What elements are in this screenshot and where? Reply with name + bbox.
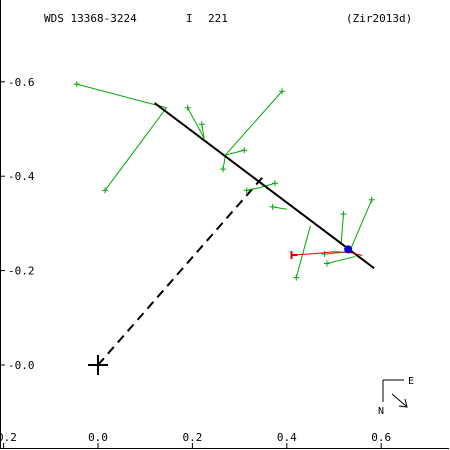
orbit-reference: (Zir2013d): [346, 12, 412, 25]
residual-line: [350, 199, 373, 250]
pair-number: 221: [208, 12, 228, 25]
data-layer: [73, 81, 375, 375]
motion-arrow-head: [398, 398, 408, 408]
wds-label: WDS 13368-3224: [44, 12, 137, 25]
residual-line: [187, 107, 205, 139]
prediction-path: [291, 251, 363, 256]
discoverer-code: I: [186, 12, 193, 25]
x-tick-label: 0.6: [371, 431, 391, 444]
motion-arrow-shaft: [391, 393, 407, 407]
current-position-marker: [344, 245, 353, 254]
x-tick-label: -0.2: [0, 431, 17, 444]
y-tick-label: -0.6: [8, 76, 35, 89]
line-of-nodes: [97, 173, 267, 366]
orbit-path: [154, 102, 375, 270]
x-tick-label: 0.4: [277, 431, 297, 444]
residual-line: [76, 83, 167, 109]
y-tick-label: -0.0: [8, 359, 35, 372]
compass: E N: [378, 376, 414, 417]
residual-line: [340, 213, 344, 245]
y-tick-label: -0.2: [8, 265, 35, 278]
compass-north-label: N: [378, 406, 384, 417]
residual-line: [326, 255, 356, 265]
residual-line: [225, 90, 283, 156]
residual-line: [225, 149, 245, 156]
residual-line: [295, 225, 311, 278]
residual-line: [104, 107, 167, 191]
x-tick-label: 0.2: [182, 431, 202, 444]
compass-east-label: E: [408, 376, 414, 387]
x-tick-label: 0.0: [88, 431, 108, 444]
y-tick-label: -0.4: [8, 170, 35, 183]
residual-line: [258, 182, 276, 189]
